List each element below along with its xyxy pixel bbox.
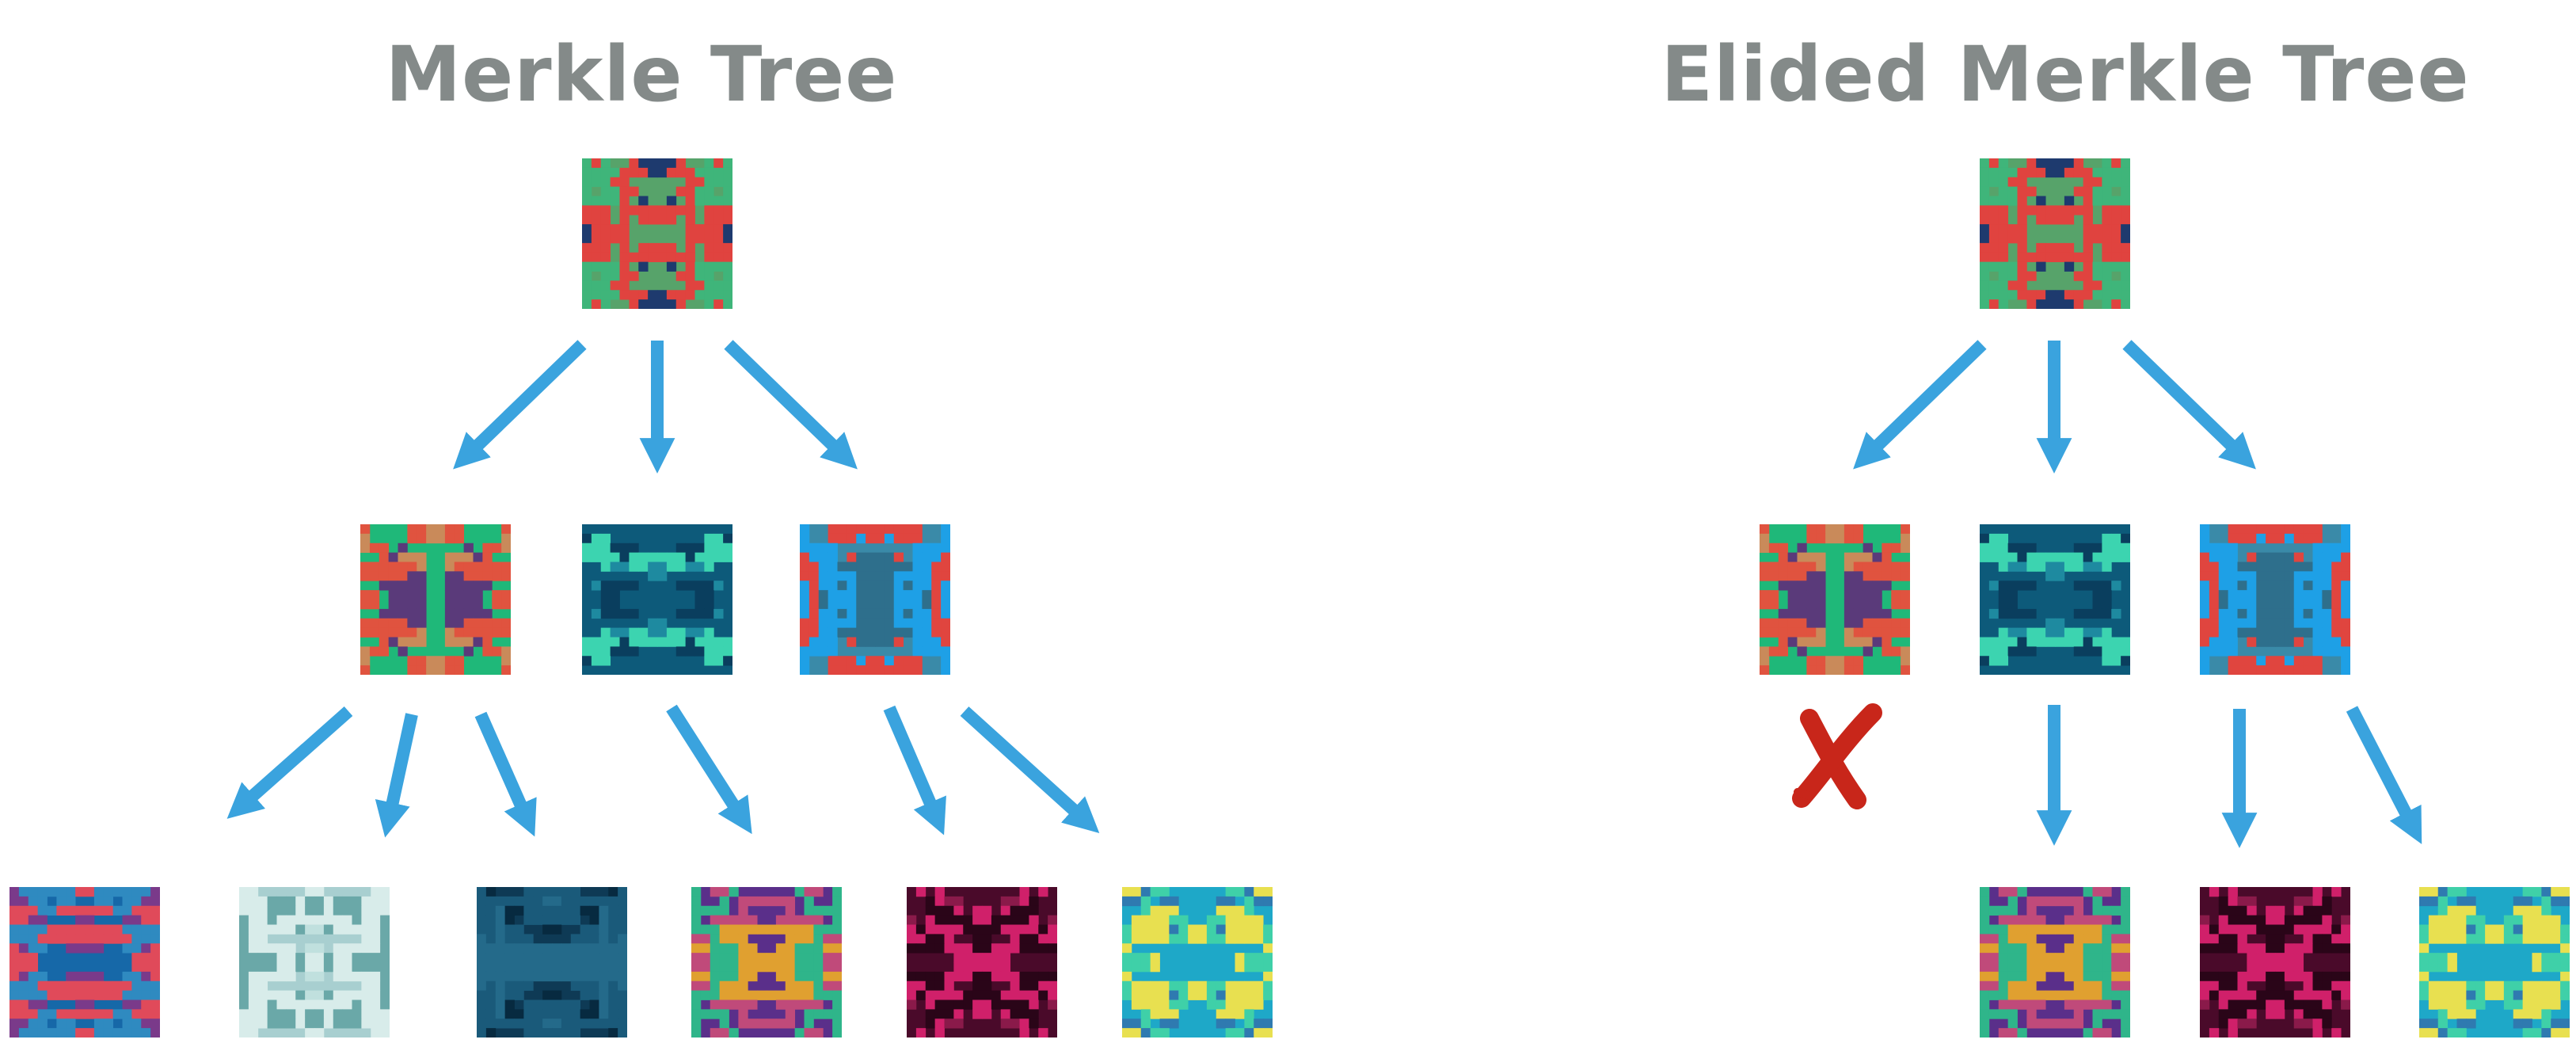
node-a-pattern xyxy=(1760,524,1910,675)
arrow-node-a-to-leaf-1 xyxy=(226,706,353,819)
leaf-2-tile xyxy=(239,887,390,1037)
leaf-4-pattern xyxy=(691,887,842,1037)
node-a-pattern xyxy=(360,524,511,675)
leaf-3-pattern xyxy=(477,887,627,1037)
leaf-3-tile xyxy=(477,887,627,1037)
leaf-4-tile xyxy=(691,887,842,1037)
arrow-node-a-to-leaf-3 xyxy=(474,711,537,837)
leaf-1-tile xyxy=(10,887,160,1037)
elided-merkle-tree-title: Elided Merkle Tree xyxy=(1661,30,2470,119)
elided-root-hash-tile xyxy=(1980,158,2130,309)
elided-leaf-4-tile xyxy=(1980,887,2130,1037)
arrow-node-b-to-leaf-4 xyxy=(666,704,752,835)
leaf-4-pattern xyxy=(1980,887,2130,1037)
arrow-root-to-node-c xyxy=(724,340,858,470)
arrow-elided-root-to-node-a xyxy=(1853,340,1987,470)
arrow-root-to-node-a xyxy=(453,340,587,470)
leaf-5-pattern xyxy=(907,887,1057,1037)
node-b-tile xyxy=(582,524,732,675)
node-c-tile xyxy=(800,524,950,675)
leaf-5-tile xyxy=(907,887,1057,1037)
elided-node-b-tile xyxy=(1980,524,2130,675)
arrow-node-c-to-leaf-6 xyxy=(960,706,1100,834)
elided-node-c-tile xyxy=(2200,524,2350,675)
merkle-tree-title: Merkle Tree xyxy=(385,30,898,119)
elided-leaf-6-tile xyxy=(2419,887,2570,1037)
leaf-2-pattern xyxy=(239,887,390,1037)
leaf-1-pattern xyxy=(10,887,160,1037)
node-c-pattern xyxy=(2200,524,2350,675)
leaf-6-pattern xyxy=(1122,887,1273,1037)
arrow-elided-root-to-node-c xyxy=(2122,340,2256,470)
node-a-tile xyxy=(360,524,511,675)
root-hash-tile xyxy=(582,158,732,309)
node-b-pattern xyxy=(1980,524,2130,675)
node-b-pattern xyxy=(582,524,732,675)
elided-leaf-5-tile xyxy=(2200,887,2350,1037)
arrow-elided-node-c-to-leaf-6 xyxy=(2346,706,2422,844)
root-hash-pattern xyxy=(1980,158,2130,309)
leaf-5-pattern xyxy=(2200,887,2350,1037)
arrow-node-a-to-leaf-2 xyxy=(375,713,418,838)
leaf-6-tile xyxy=(1122,887,1273,1037)
leaf-6-pattern xyxy=(2419,887,2570,1037)
elided-node-a-tile xyxy=(1760,524,1910,675)
root-hash-pattern xyxy=(582,158,732,309)
elided-x-mark-icon xyxy=(1792,703,1882,809)
node-c-pattern xyxy=(800,524,950,675)
arrow-node-c-to-leaf-5 xyxy=(883,705,946,836)
